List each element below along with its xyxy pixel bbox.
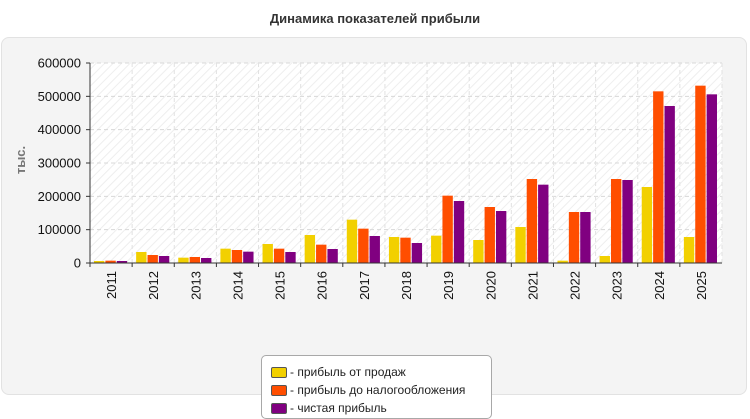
bar <box>346 219 358 263</box>
bar <box>273 248 285 263</box>
legend-label: - чистая прибыль <box>290 401 387 415</box>
x-tick-label: 2024 <box>652 271 667 300</box>
legend-swatch <box>271 384 287 396</box>
bar <box>695 85 706 263</box>
bar <box>243 251 254 263</box>
x-tick-label: 2025 <box>694 271 709 300</box>
bar <box>94 261 105 263</box>
bar <box>105 260 116 263</box>
bar <box>178 257 189 263</box>
x-tick-label: 2013 <box>188 271 203 300</box>
bar <box>641 187 653 263</box>
bar <box>316 244 327 263</box>
bar <box>136 252 147 263</box>
bar <box>706 94 717 263</box>
bar <box>431 235 442 263</box>
bar <box>599 256 610 263</box>
bar <box>220 248 231 263</box>
x-tick-label: 2015 <box>273 271 288 300</box>
bar <box>201 258 212 263</box>
x-tick-label: 2016 <box>315 271 330 300</box>
bar <box>442 195 453 263</box>
bar <box>147 255 158 263</box>
x-tick-label: 2019 <box>441 271 456 300</box>
x-tick-label: 2020 <box>483 271 498 300</box>
bar <box>189 257 201 263</box>
bar <box>683 237 695 263</box>
legend-item: - чистая прибыль <box>271 399 491 417</box>
bar <box>653 91 664 263</box>
y-tick-label: 600000 <box>38 56 81 71</box>
bar <box>358 228 369 263</box>
bar <box>116 261 128 263</box>
bar <box>453 201 465 263</box>
chart-legend: - прибыль от продаж - прибыль до налогооб… <box>261 355 492 419</box>
bar <box>580 212 591 263</box>
bar <box>304 235 316 263</box>
x-tick-label: 2012 <box>146 271 161 300</box>
bar <box>231 250 243 263</box>
bar <box>327 249 338 263</box>
bar <box>622 180 633 263</box>
bar <box>495 211 507 263</box>
bar <box>285 252 296 263</box>
bar <box>158 256 170 263</box>
bar <box>557 260 568 263</box>
bar <box>610 179 622 263</box>
bar <box>400 237 411 263</box>
bar <box>664 106 675 263</box>
x-tick-label: 2023 <box>610 271 625 300</box>
bar <box>568 212 580 263</box>
bar <box>515 227 526 263</box>
x-tick-label: 2022 <box>568 271 583 300</box>
chart-title: Динамика показателей прибыли <box>269 11 481 26</box>
legend-label: - прибыль от продаж <box>290 365 406 379</box>
x-tick-label: 2017 <box>357 271 372 300</box>
legend-swatch <box>271 402 287 414</box>
chart-panel: 0 100000 200000 300000 400000 500000 600000 201… <box>1 37 747 419</box>
x-tick-label: 2021 <box>525 271 540 300</box>
bar-chart: 0 100000 200000 300000 400000 500000 600000 201… <box>13 56 723 300</box>
y-tick-label: 300000 <box>38 156 81 171</box>
legend-item: - прибыль от продаж <box>271 363 491 381</box>
legend-label: - прибыль до налогообложения <box>290 383 466 397</box>
bar <box>388 237 400 263</box>
bar <box>526 179 538 263</box>
bar <box>538 184 549 263</box>
y-axis-label: тыс. <box>13 146 28 174</box>
legend-item: - прибыль до налогообложения <box>271 381 491 399</box>
x-tick-label: 2011 <box>104 271 119 299</box>
bar <box>262 244 273 263</box>
x-tick-label: 2018 <box>399 271 414 300</box>
legend-swatch <box>271 366 287 378</box>
bar <box>369 236 380 263</box>
y-tick-label: 0 <box>74 256 81 271</box>
y-tick-label: 100000 <box>38 222 81 237</box>
bar <box>484 207 495 263</box>
y-tick-label: 500000 <box>38 89 81 104</box>
y-tick-label: 200000 <box>38 189 81 204</box>
bar <box>473 240 484 263</box>
y-tick-label: 400000 <box>38 122 81 137</box>
x-tick-label: 2014 <box>230 271 245 300</box>
bar <box>411 243 423 263</box>
